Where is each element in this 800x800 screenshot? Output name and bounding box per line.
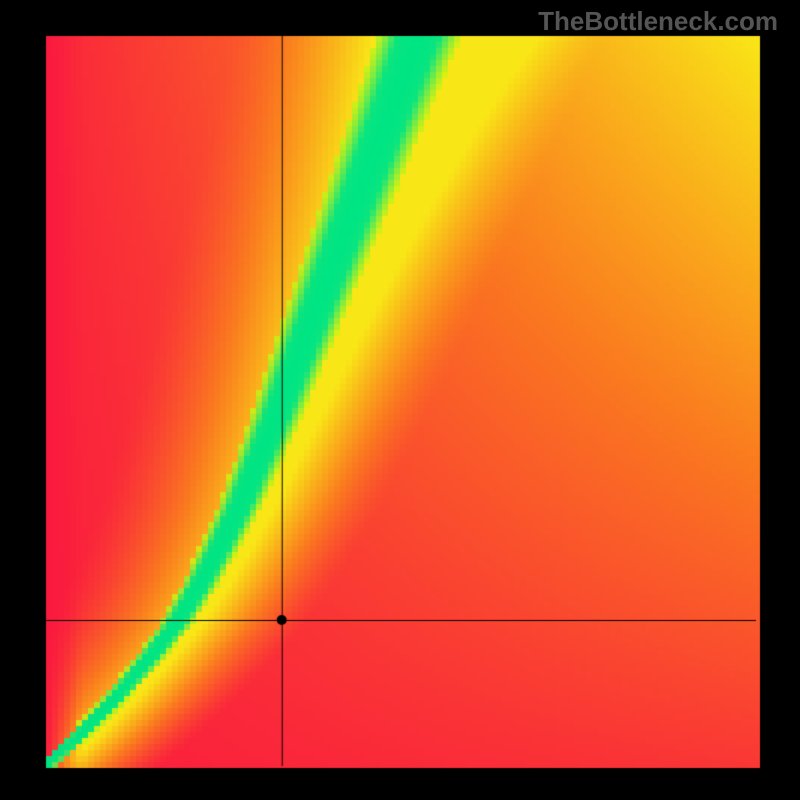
bottleneck-heatmap — [0, 0, 800, 800]
chart-container: TheBottleneck.com — [0, 0, 800, 800]
watermark-text: TheBottleneck.com — [538, 6, 778, 37]
